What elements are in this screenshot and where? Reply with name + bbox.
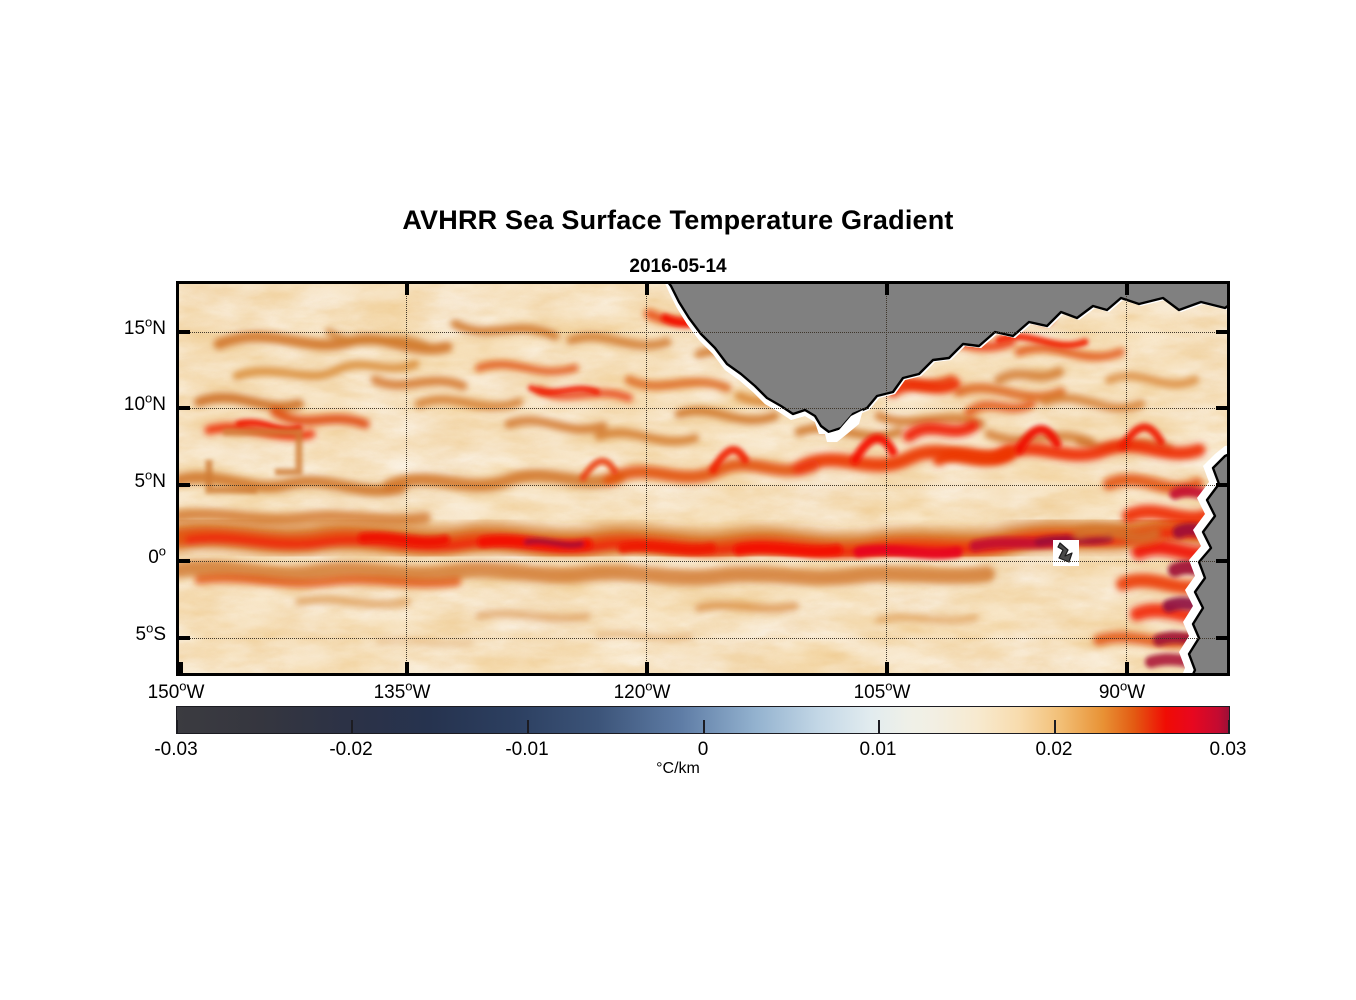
colorbar-label-0.03: 0.03 <box>1209 739 1247 760</box>
xtick-135W <box>405 662 409 673</box>
colorbar[interactable] <box>176 706 1230 734</box>
colorbar-tick-1 <box>351 720 353 734</box>
ytick-5N <box>179 483 190 487</box>
gridline-lon-105W <box>886 284 887 673</box>
ytick-right-5S <box>1216 636 1227 640</box>
xlabel-135W: 135oW <box>373 678 431 703</box>
ylabel-10N: 10oN <box>123 390 166 415</box>
xtick-top-105W <box>885 284 889 295</box>
xtick-120W <box>645 662 649 673</box>
ytick-right-5N <box>1216 483 1227 487</box>
ytick-right-15N <box>1216 330 1227 334</box>
xlabel-105W: 105oW <box>853 678 911 703</box>
colorbar-tick-5 <box>1054 720 1056 734</box>
colorbar-label-0.01: 0.01 <box>859 739 897 760</box>
xtick-90W <box>1125 662 1129 673</box>
colorbar-label-0.02: 0.02 <box>1035 739 1073 760</box>
xtick-150W <box>179 662 183 673</box>
xtick-top-90W <box>1125 284 1129 295</box>
xtick-105W <box>885 662 889 673</box>
gridline-lon-90W <box>1126 284 1127 673</box>
colorbar-tick-6 <box>1228 720 1230 734</box>
gridline-lat-5N <box>179 485 1227 486</box>
xlabel-120W: 120oW <box>613 678 671 703</box>
colorbar-tick-0 <box>176 720 178 734</box>
ytick-right-0 <box>1216 559 1227 563</box>
colorbar-tick-3 <box>703 720 705 734</box>
colorbar-tick-2 <box>527 720 529 734</box>
colorbar-label--0.01: -0.01 <box>505 739 549 760</box>
xtick-top-135W <box>405 284 409 295</box>
ytick-right-10N <box>1216 406 1227 410</box>
gridline-lon-135W <box>406 284 407 673</box>
ytick-5S <box>179 636 190 640</box>
ylabel-5N: 5oN <box>134 467 166 492</box>
xlabel-150W: 150oW <box>147 678 205 703</box>
xtick-top-120W <box>645 284 649 295</box>
map-plot-area[interactable] <box>176 281 1230 676</box>
colorbar-unit-label: °C/km <box>656 760 700 777</box>
colorbar-tick-4 <box>878 720 880 734</box>
gridline-lon-120W <box>646 284 647 673</box>
gridline-lat-15N <box>179 332 1227 333</box>
colorbar-label-0: 0 <box>697 739 709 760</box>
ylabel-15N: 15oN <box>123 314 166 339</box>
colorbar-label--0.02: -0.02 <box>329 739 373 760</box>
ytick-15N <box>179 330 190 334</box>
ylabel-0: 0o <box>148 543 166 568</box>
colorbar-label--0.03: -0.03 <box>154 739 198 760</box>
xlabel-90W: 90oW <box>1098 678 1146 703</box>
sst-gradient-field <box>179 284 1227 673</box>
ytick-0 <box>179 559 190 563</box>
gridline-lat-5S <box>179 638 1227 639</box>
figure-date: 2016-05-14 <box>629 256 727 277</box>
ylabel-5S: 5oS <box>135 620 167 645</box>
page-title: AVHRR Sea Surface Temperature Gradient <box>402 205 954 235</box>
galapagos-islands <box>1053 540 1079 566</box>
gridline-lat-10N <box>179 408 1227 409</box>
ytick-10N <box>179 406 190 410</box>
map-field-clip <box>179 284 1227 673</box>
gridline-lat-0 <box>179 561 1227 562</box>
